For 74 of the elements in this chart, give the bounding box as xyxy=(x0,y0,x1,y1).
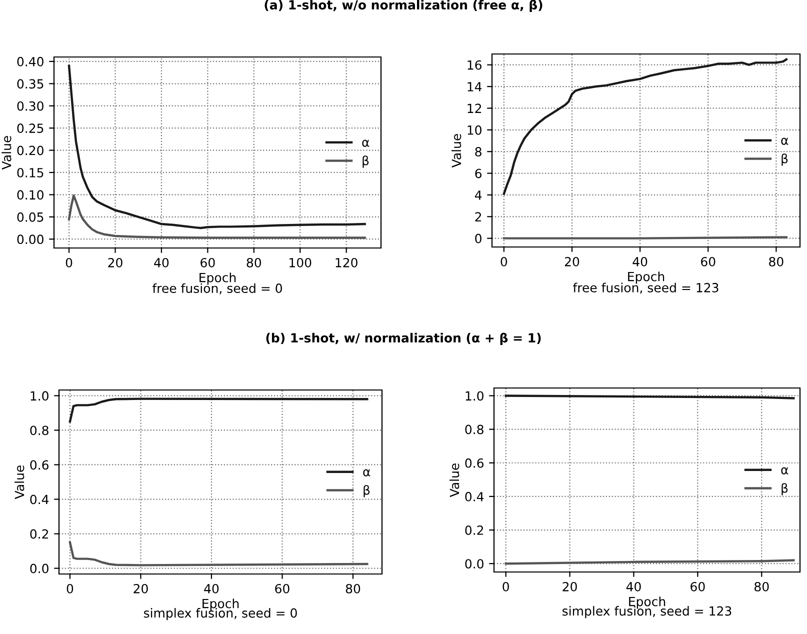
x-tick-label: 20 xyxy=(562,582,577,592)
x-tick-label: 0 xyxy=(502,582,509,592)
y-tick-label: 0.20 xyxy=(17,146,44,156)
line-series xyxy=(68,541,368,566)
x-tick-label: 60 xyxy=(275,584,290,594)
x-tick-label: 0 xyxy=(66,258,72,268)
x-tick-label: 100 xyxy=(290,258,312,268)
y-tick-label: 1.0 xyxy=(466,391,484,401)
line-series xyxy=(68,398,368,423)
x-tick-label: 60 xyxy=(200,258,215,268)
y-tick-label: 1.0 xyxy=(30,391,48,401)
x-axis-title: Epoch xyxy=(628,272,664,284)
y-tick-label: 0.6 xyxy=(30,460,48,470)
y-tick-label: 0.05 xyxy=(17,212,44,222)
x-tick-label: 60 xyxy=(701,256,716,266)
x-axis-title: Epoch xyxy=(200,272,236,285)
y-tick-label: 0.00 xyxy=(17,234,44,244)
x-tick-label: 40 xyxy=(204,584,219,594)
chart-title: (a) 1-shot, w/o normalization (free α, β) xyxy=(264,0,542,12)
x-tick-label: 40 xyxy=(154,258,169,268)
y-tick-label: 0.35 xyxy=(17,79,44,89)
y-tick-label: 10 xyxy=(468,125,482,135)
y-axis-title: Value xyxy=(2,136,12,170)
y-axis-title: Value xyxy=(451,134,462,168)
x-tick-label: 80 xyxy=(754,582,769,592)
x-tick-label: 40 xyxy=(632,256,648,266)
y-tick-label: 0.10 xyxy=(17,190,44,200)
y-tick-label: 0.15 xyxy=(17,168,44,178)
legend-label: β xyxy=(362,156,369,168)
x-tick-label: 80 xyxy=(769,256,784,266)
x-tick-label: 20 xyxy=(564,256,580,266)
y-tick-label: 0.30 xyxy=(17,101,44,111)
y-tick-label: 0.2 xyxy=(30,529,48,539)
y-tick-label: 0.25 xyxy=(17,124,44,133)
y-tick-label: 0.6 xyxy=(465,458,484,468)
y-axis-title: Value xyxy=(450,464,460,498)
legend-label: α xyxy=(781,467,788,474)
text: free fusion, seed = 0 xyxy=(152,283,282,294)
x-tick-label: 80 xyxy=(246,258,262,268)
legend-label: α xyxy=(781,138,788,145)
y-tick-label: 16 xyxy=(468,60,482,70)
legend-label: β xyxy=(364,485,370,498)
legend-label: β xyxy=(782,154,788,166)
y-tick-label: 0 xyxy=(475,234,482,244)
legend-label: α xyxy=(362,140,370,147)
legend-label: β xyxy=(782,483,788,496)
x-tick-label: 40 xyxy=(626,582,641,592)
x-tick-label: 20 xyxy=(134,584,148,594)
x-tick-label: 60 xyxy=(690,582,705,592)
y-tick-label: 12 xyxy=(468,104,482,113)
y-tick-label: 0.8 xyxy=(465,424,484,434)
y-tick-label: 8 xyxy=(475,147,482,157)
x-tick-label: 0 xyxy=(500,256,508,266)
y-tick-label: 6 xyxy=(475,168,482,178)
y-tick-label: 0.2 xyxy=(465,526,484,535)
y-tick-label: 2 xyxy=(475,212,482,222)
x-tick-label: 120 xyxy=(336,258,358,268)
line-series xyxy=(502,58,788,195)
y-tick-label: 0.8 xyxy=(30,426,48,436)
y-tick-label: 0.0 xyxy=(30,564,48,574)
y-tick-label: 14 xyxy=(468,82,482,92)
y-tick-label: 0.4 xyxy=(465,492,484,502)
x-tick-label: 20 xyxy=(108,258,122,268)
legend-label: α xyxy=(363,469,370,476)
y-tick-label: 0.4 xyxy=(30,494,49,504)
y-tick-label: 4 xyxy=(474,190,482,200)
x-tick-label: 0 xyxy=(66,584,74,594)
y-axis-title: Value xyxy=(14,466,24,500)
x-tick-label: 80 xyxy=(346,584,360,594)
chart-title: (b) 1-shot, w/ normalization (α + β = 1) xyxy=(266,332,541,345)
y-tick-label: 0.0 xyxy=(465,559,484,569)
y-tick-label: 0.40 xyxy=(17,56,44,66)
line-series xyxy=(68,194,366,239)
text: free fusion, seed = 123 xyxy=(573,282,718,294)
